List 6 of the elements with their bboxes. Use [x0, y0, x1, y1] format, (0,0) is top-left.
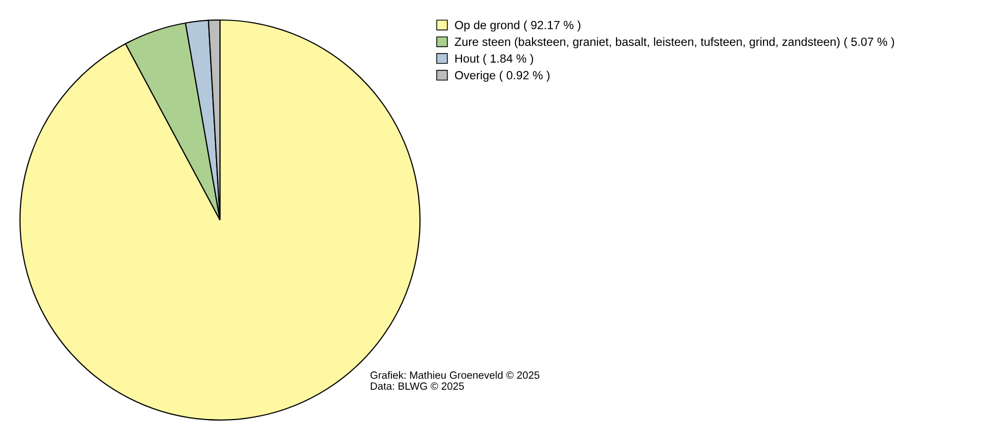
legend-label: Zure steen (baksteen, graniet, basalt, leisteen, tufsteen, grind, zandsteen) ( 5.07 % )	[454, 37, 894, 48]
legend-label: Hout ( 1.84 % )	[455, 54, 534, 66]
legend-label: Overige ( 0.92 % )	[454, 70, 550, 82]
legend-label: Op de grond ( 92.17 % )	[454, 20, 580, 32]
text: Data: BLWG © 2025	[370, 382, 464, 390]
text: Grafiek: Mathieu Groeneveld © 2025	[370, 371, 540, 379]
